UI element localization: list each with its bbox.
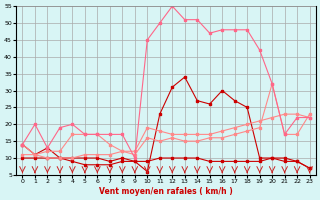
- X-axis label: Vent moyen/en rafales ( km/h ): Vent moyen/en rafales ( km/h ): [99, 187, 233, 196]
